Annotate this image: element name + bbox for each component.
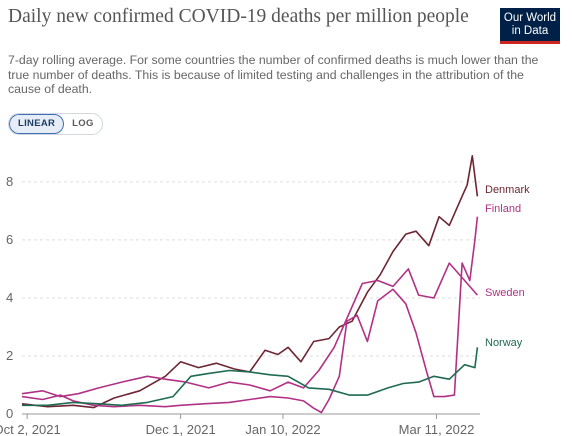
log-scale-button[interactable]: LOG: [72, 118, 94, 129]
x-tick-label: Jan 10, 2022: [245, 422, 320, 436]
y-tick-label: 4: [6, 290, 13, 305]
series-line-norway: [22, 347, 479, 407]
series-label-finland: Finland: [485, 203, 521, 215]
series-label-sweden: Sweden: [485, 287, 525, 299]
series-label-norway: Norway: [485, 337, 523, 349]
series-line-finland: [21, 216, 479, 414]
owid-logo[interactable]: Our World in Data: [500, 8, 560, 44]
y-tick-label: 6: [6, 232, 13, 247]
y-tick-label: 0: [6, 406, 13, 421]
chart-title: Daily new confirmed COVID-19 deaths per …: [8, 6, 469, 27]
x-tick-label: Dec 1, 2021: [146, 422, 216, 436]
x-tick-label: Mar 11, 2022: [399, 422, 475, 436]
series-line-denmark: [21, 155, 479, 409]
logo-line-2: in Data: [511, 24, 549, 37]
y-tick-label: 2: [6, 348, 13, 363]
scale-toggle: LINEAR LOG: [8, 113, 103, 135]
chart-subtitle: 7-day rolling average. For some countrie…: [8, 53, 539, 96]
series-line-sweden: [21, 262, 479, 398]
x-tick-label: Oct 2, 2021: [0, 422, 61, 436]
y-tick-label: 8: [6, 174, 13, 189]
series-label-denmark: Denmark: [485, 184, 530, 196]
logo-line-1: Our World: [503, 12, 557, 24]
linear-scale-button[interactable]: LINEAR: [9, 114, 65, 134]
